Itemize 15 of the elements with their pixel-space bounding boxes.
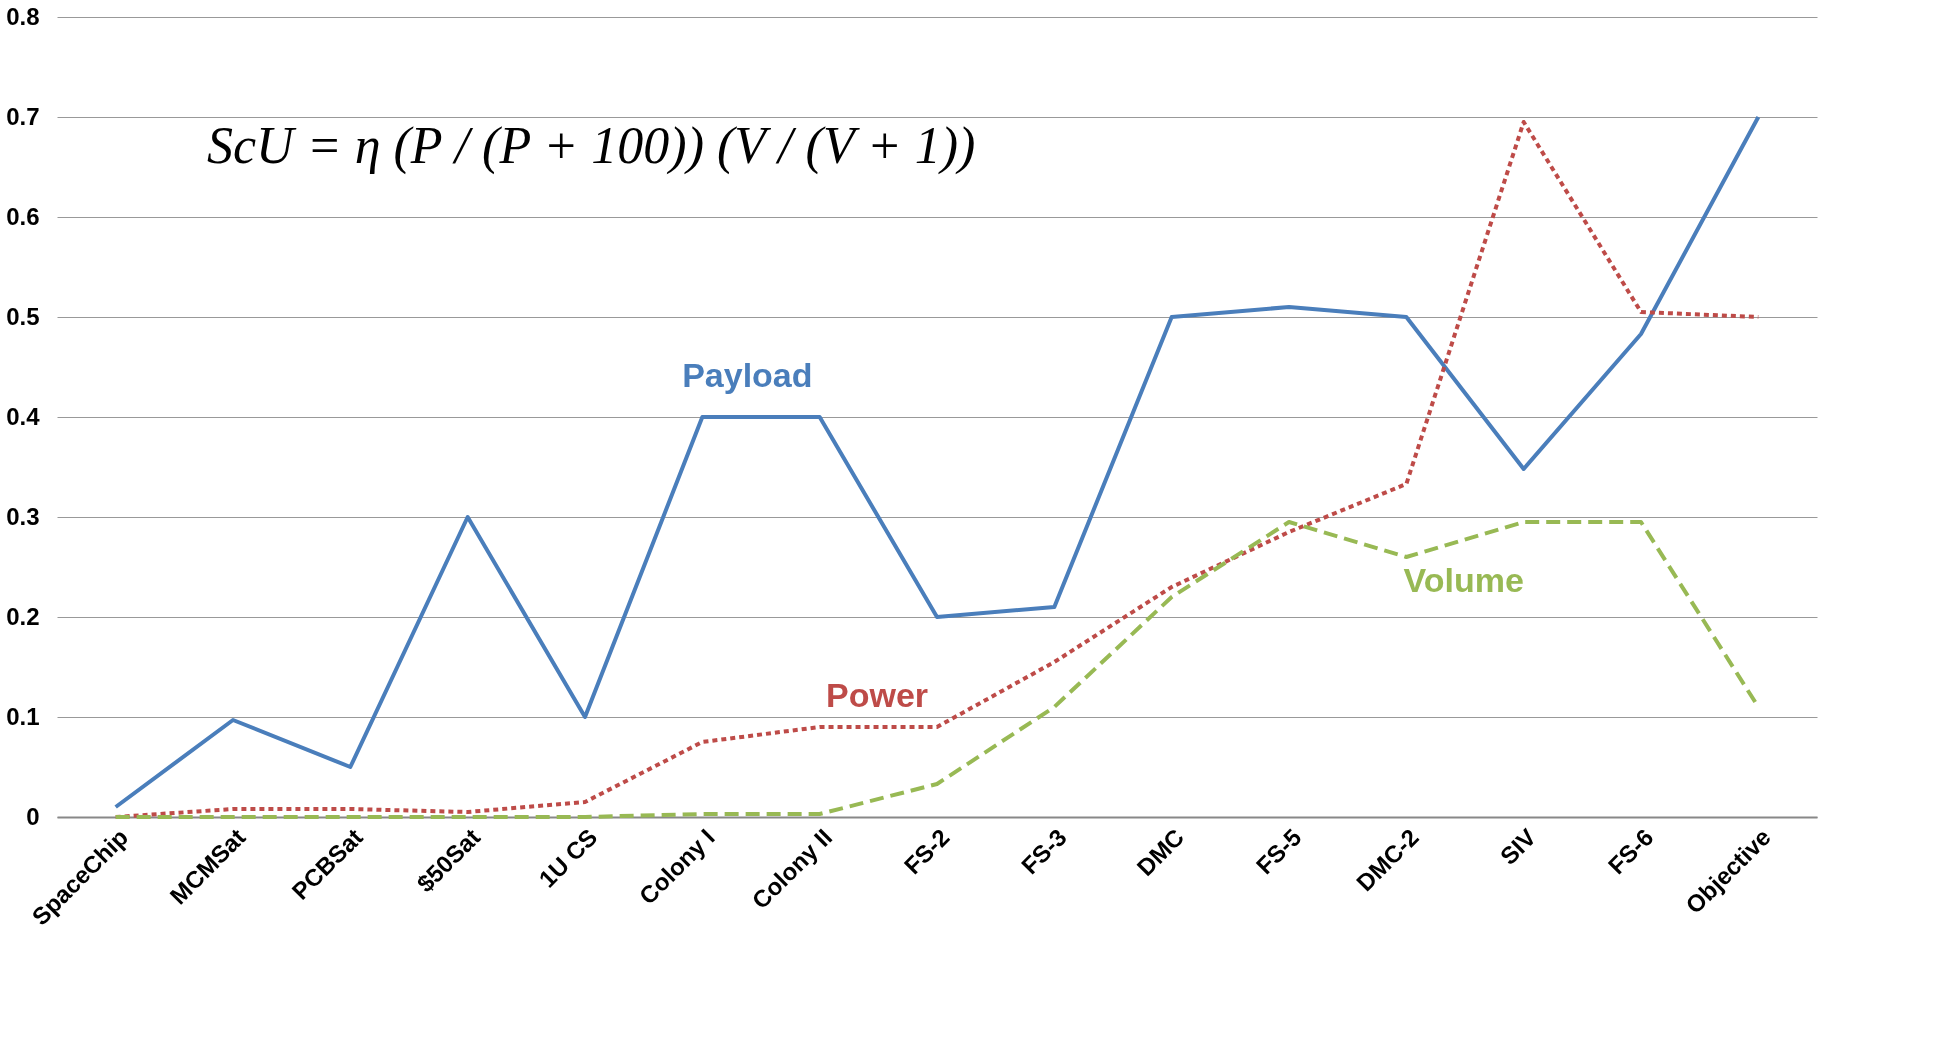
y-tick-label: 0.3 xyxy=(6,502,40,530)
y-tick-label: 0.8 xyxy=(6,2,40,30)
x-tick-label: SIV xyxy=(1494,823,1542,870)
y-tick-label: 0.1 xyxy=(6,702,40,730)
series-label: Power xyxy=(825,676,929,714)
annotation: ScU = η (P / (P + 100)) (V / (V + 1)) xyxy=(207,117,976,175)
series-label: Payload xyxy=(682,356,813,394)
y-tick-label: 0.6 xyxy=(6,202,40,230)
y-tick-label: 0.5 xyxy=(6,302,40,330)
y-tick-label: 0.7 xyxy=(6,102,40,130)
x-tick-label: 1U CS xyxy=(533,823,603,893)
series-label: Volume xyxy=(1403,561,1524,599)
y-tick-label: 0 xyxy=(26,802,40,830)
y-tick-label: 0.2 xyxy=(6,602,40,630)
y-tick-label: 0.4 xyxy=(6,402,41,430)
